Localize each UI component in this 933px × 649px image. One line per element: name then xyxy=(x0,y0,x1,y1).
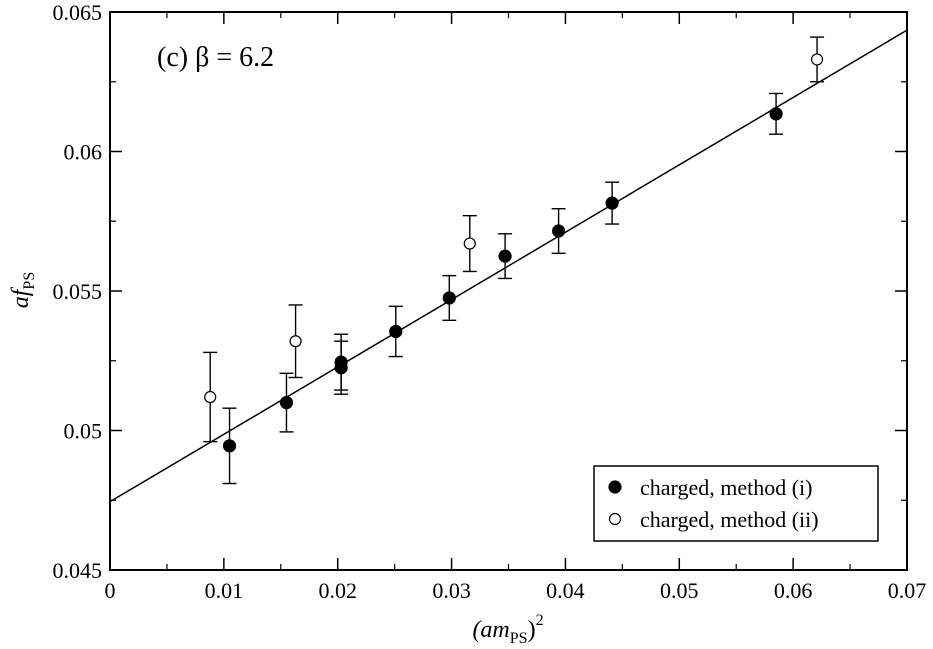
legend-label-method-ii: charged, method (ii) xyxy=(640,507,819,532)
data-point-method-i xyxy=(605,181,620,225)
x-tick-label: 0.05 xyxy=(660,578,699,603)
point-marker xyxy=(769,107,783,121)
y-tick-label: 0.055 xyxy=(53,279,103,304)
point-marker xyxy=(289,335,302,348)
x-tick-label: 0.06 xyxy=(774,578,813,603)
x-title-base: (am xyxy=(472,617,509,643)
point-marker xyxy=(551,224,566,238)
x-title-sub: PS xyxy=(510,630,528,647)
data-point-method-ii xyxy=(288,304,303,379)
point-marker xyxy=(463,237,476,250)
data-point-method-ii xyxy=(203,351,218,443)
data-point-method-i xyxy=(222,407,237,485)
x-title-close: ) xyxy=(528,617,536,643)
legend-marker-method-ii xyxy=(608,512,622,526)
data-point-method-i xyxy=(769,92,784,135)
data-point-method-i xyxy=(279,372,294,433)
data-point-method-i xyxy=(334,340,349,395)
panel-annotation: (c) β = 6.2 xyxy=(157,42,274,73)
point-marker xyxy=(605,196,619,210)
point-marker xyxy=(204,390,217,404)
point-marker xyxy=(334,361,348,375)
data-point-method-i xyxy=(442,274,457,321)
data-point-method-i xyxy=(388,305,403,358)
legend-label-method-i: charged, method (i) xyxy=(640,475,812,500)
point-marker xyxy=(279,396,294,410)
data-point-method-i xyxy=(498,233,513,280)
y-tick-label: 0.06 xyxy=(64,140,103,165)
point-marker xyxy=(442,291,456,305)
x-tick-label: 0.03 xyxy=(432,578,471,603)
point-marker xyxy=(810,53,824,66)
x-tick-label: 0 xyxy=(105,578,116,603)
data-points-layer xyxy=(203,36,825,485)
point-marker xyxy=(222,439,237,453)
y-title-sub: PS xyxy=(21,272,38,290)
plot-frame xyxy=(109,11,908,571)
data-point-method-i xyxy=(551,207,566,255)
point-marker xyxy=(389,324,403,339)
legend: charged, method (i) charged, method (ii) xyxy=(593,465,879,542)
data-point-method-ii xyxy=(810,36,825,83)
legend-box xyxy=(593,465,879,542)
y-tick-label: 0.065 xyxy=(53,0,103,25)
x-tick-label: 0.04 xyxy=(546,578,585,603)
y-tick-label: 0.05 xyxy=(64,419,103,444)
y-tick-label: 0.045 xyxy=(53,558,103,583)
x-axis-title: (amPS)2 xyxy=(472,612,543,647)
legend-marker-method-i xyxy=(608,480,622,494)
x-title-sup: 2 xyxy=(536,612,544,629)
x-tick-label: 0.07 xyxy=(888,578,927,603)
data-point-method-ii xyxy=(462,214,477,273)
point-marker xyxy=(498,249,512,263)
x-tick-label: 0.02 xyxy=(318,578,357,603)
tick-labels: 0 0.01 0.02 0.03 0.04 0.05 0.06 0.07 0.045 0.05 0.… xyxy=(53,0,927,603)
x-tick-label: 0.01 xyxy=(205,578,244,603)
y-title-base: af xyxy=(8,286,34,308)
y-axis-title: afPS xyxy=(8,272,38,308)
